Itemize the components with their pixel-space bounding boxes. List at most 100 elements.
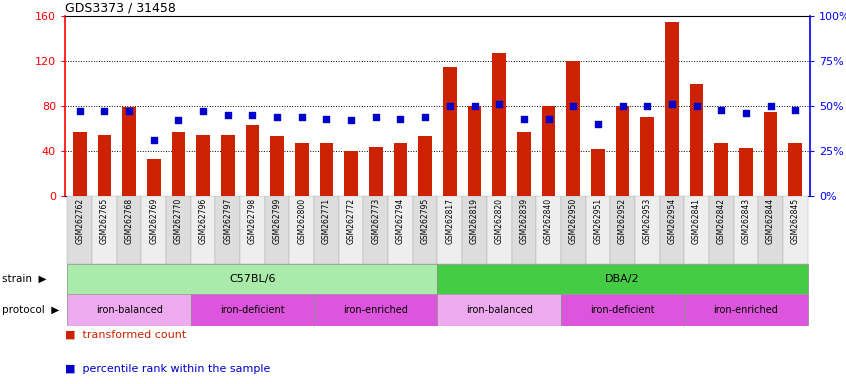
Text: GSM262951: GSM262951 [593, 198, 602, 244]
Bar [196, 135, 210, 196]
Point [443, 103, 457, 109]
Bar [97, 135, 112, 196]
Point [97, 108, 111, 114]
Bar [585, 196, 610, 264]
Bar [566, 61, 580, 196]
Point [665, 101, 678, 107]
Text: GSM262762: GSM262762 [75, 198, 85, 244]
Point [591, 121, 605, 127]
Point [172, 118, 185, 124]
Bar [419, 136, 432, 196]
Bar [92, 196, 117, 264]
Bar [344, 151, 358, 196]
Bar [714, 143, 728, 196]
Bar [541, 106, 555, 196]
Point [517, 116, 530, 122]
Text: GSM262800: GSM262800 [297, 198, 306, 244]
Bar [388, 196, 413, 264]
Text: GSM262770: GSM262770 [174, 198, 183, 244]
Text: GSM262841: GSM262841 [692, 198, 701, 244]
Point [541, 116, 555, 122]
Bar [314, 196, 339, 264]
Text: GSM262950: GSM262950 [569, 198, 578, 244]
Text: GSM262820: GSM262820 [495, 198, 503, 244]
Text: GSM262843: GSM262843 [741, 198, 750, 244]
Bar [462, 196, 486, 264]
Point [640, 103, 654, 109]
Bar [141, 196, 166, 264]
Bar [443, 67, 457, 196]
Text: strain  ▶: strain ▶ [2, 274, 47, 284]
Text: GSM262798: GSM262798 [248, 198, 257, 244]
Bar [413, 196, 437, 264]
Bar [684, 294, 808, 326]
Text: GSM262953: GSM262953 [643, 198, 651, 244]
Point [714, 106, 728, 113]
Text: GSM262794: GSM262794 [396, 198, 405, 244]
Text: GSM262845: GSM262845 [791, 198, 799, 244]
Bar [492, 53, 506, 196]
Point [271, 114, 284, 120]
Bar [709, 196, 733, 264]
Bar [320, 143, 333, 196]
Point [344, 118, 358, 124]
Text: iron-deficient: iron-deficient [591, 305, 655, 315]
Text: GSM262797: GSM262797 [223, 198, 233, 244]
Bar [123, 107, 136, 196]
Point [196, 108, 210, 114]
Bar [191, 294, 314, 326]
Bar [689, 83, 703, 196]
Text: GSM262768: GSM262768 [124, 198, 134, 244]
Point [492, 101, 506, 107]
Bar [788, 143, 802, 196]
Bar [591, 149, 605, 196]
Text: GSM262765: GSM262765 [100, 198, 109, 244]
Bar [665, 22, 678, 196]
Text: iron-balanced: iron-balanced [96, 305, 162, 315]
Bar [68, 294, 191, 326]
Point [73, 108, 86, 114]
Bar [240, 196, 265, 264]
Point [739, 110, 753, 116]
Point [295, 114, 309, 120]
Text: GSM262771: GSM262771 [322, 198, 331, 244]
Text: GSM262796: GSM262796 [199, 198, 207, 244]
Bar [764, 112, 777, 196]
Bar [393, 143, 407, 196]
Text: GSM262952: GSM262952 [618, 198, 627, 244]
Point [245, 112, 259, 118]
Point [616, 103, 629, 109]
Point [147, 137, 161, 143]
Bar [536, 196, 561, 264]
Bar [561, 294, 684, 326]
Text: GSM262769: GSM262769 [149, 198, 158, 244]
Point [419, 114, 432, 120]
Point [393, 116, 407, 122]
Bar [166, 196, 191, 264]
Bar [512, 196, 536, 264]
Text: DBA/2: DBA/2 [605, 274, 640, 284]
Bar [68, 196, 92, 264]
Text: GSM262799: GSM262799 [272, 198, 282, 244]
Bar [73, 132, 86, 196]
Text: C57BL/6: C57BL/6 [229, 274, 276, 284]
Point [764, 103, 777, 109]
Text: protocol  ▶: protocol ▶ [2, 305, 59, 315]
Text: GSM262840: GSM262840 [544, 198, 553, 244]
Text: iron-balanced: iron-balanced [466, 305, 533, 315]
Bar [616, 106, 629, 196]
Text: GSM262842: GSM262842 [717, 198, 726, 244]
Bar [191, 196, 216, 264]
Text: ■  transformed count: ■ transformed count [65, 330, 186, 340]
Bar [147, 159, 161, 196]
Text: GSM262772: GSM262772 [347, 198, 355, 244]
Bar [486, 196, 512, 264]
Bar [783, 196, 808, 264]
Text: GSM262795: GSM262795 [420, 198, 430, 244]
Bar [733, 196, 758, 264]
Point [567, 103, 580, 109]
Point [123, 108, 136, 114]
Text: iron-deficient: iron-deficient [220, 305, 285, 315]
Point [369, 114, 382, 120]
Text: GSM262839: GSM262839 [519, 198, 529, 244]
